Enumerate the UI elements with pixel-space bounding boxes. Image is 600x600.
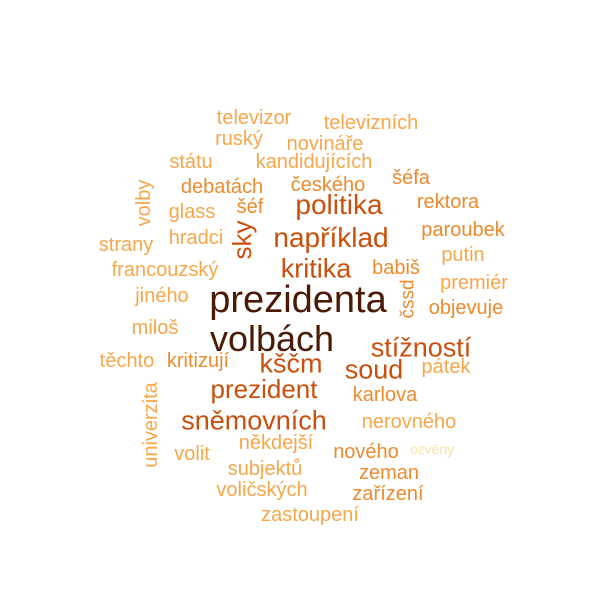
- word-debatach: debatách: [180, 176, 264, 198]
- word-techto: těchto: [99, 350, 155, 372]
- word-volicskych: voličských: [216, 479, 308, 501]
- word-snemovnich: sněmovních: [181, 405, 327, 436]
- word-politika: politika: [295, 189, 383, 220]
- word-sef: šéf: [236, 196, 264, 218]
- word-kscm: kščm: [259, 348, 323, 379]
- word-univerzita: univerzita: [140, 382, 162, 468]
- word-ozveny: ozvěny: [409, 441, 455, 457]
- word-napriklad: například: [273, 222, 389, 253]
- word-nerovneho: nerovného: [361, 411, 457, 433]
- word-glass: glass: [168, 201, 216, 223]
- word-televizor: televizor: [216, 107, 292, 129]
- word-milos: miloš: [131, 317, 179, 339]
- word-stiznosti: stížností: [370, 332, 472, 363]
- word-kritizuji: kritizují: [166, 350, 230, 372]
- word-rusky: ruský: [215, 128, 263, 150]
- word-babis: babiš: [372, 257, 420, 279]
- word-premier: premiér: [440, 272, 508, 294]
- word-sky: sky: [227, 220, 257, 260]
- word-paroubek: paroubek: [421, 219, 505, 241]
- word-strany: strany: [98, 234, 154, 256]
- word-francouzsky: francouzský: [111, 259, 219, 281]
- word-volbach: volbách: [209, 318, 335, 359]
- word-volby: volby: [133, 179, 155, 227]
- word-zarizeni: zařízení: [352, 483, 424, 505]
- word-karlova: karlova: [352, 384, 418, 406]
- word-novinare: novináře: [286, 133, 364, 155]
- word-kandidujicich: kandidujících: [255, 151, 373, 173]
- word-noveho: nového: [333, 441, 399, 463]
- word-cssd: čssd: [397, 279, 419, 319]
- word-sefa: šéfa: [392, 167, 430, 189]
- word-televiznich: televizních: [323, 112, 419, 134]
- word-zastoupeni: zastoupení: [261, 504, 359, 526]
- word-subjektu: subjektů: [227, 458, 303, 480]
- word-soud: soud: [344, 354, 404, 385]
- word-prezident: prezident: [210, 374, 318, 404]
- word-patek: pátek: [421, 356, 471, 378]
- word-rektora: rektora: [416, 191, 480, 213]
- word-objevuje: objevuje: [428, 297, 504, 319]
- word-jineho: jiného: [135, 285, 189, 307]
- word-kritika: kritika: [280, 253, 352, 284]
- word-prezidenta: prezidenta: [209, 279, 387, 321]
- word-hradci: hradci: [168, 227, 224, 249]
- word-putin: putin: [441, 244, 485, 266]
- word-nekdejsi: někdejší: [238, 432, 314, 454]
- word-statu: státu: [169, 151, 213, 173]
- word-ceskeho: českého: [290, 174, 366, 196]
- word-zeman: zeman: [358, 462, 420, 484]
- word-volit: volit: [174, 443, 210, 465]
